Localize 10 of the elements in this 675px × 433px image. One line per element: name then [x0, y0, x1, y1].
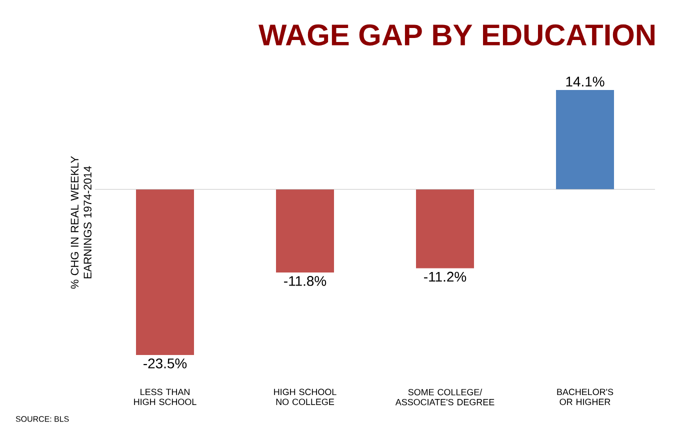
data-label: -11.8% [284, 276, 326, 286]
data-label: -11.2% [424, 272, 466, 282]
chart-title: WAGE GAP BY EDUCATION [258, 24, 654, 46]
x-tick-label: BACHELOR'S OR HIGHER [557, 388, 614, 406]
x-tick-label: SOME COLLEGE/ ASSOCIATE'S DEGREE [395, 388, 494, 406]
y-axis-title: % CHG IN REAL WEEKLY EARNINGS 1974-2014 [70, 156, 92, 289]
data-label: 14.1% [566, 76, 604, 86]
x-tick-label: HIGH SCHOOL NO COLLEGE [274, 388, 336, 406]
x-tick-label: LESS THAN HIGH SCHOOL [134, 388, 196, 406]
data-label: -23.5% [144, 358, 187, 368]
